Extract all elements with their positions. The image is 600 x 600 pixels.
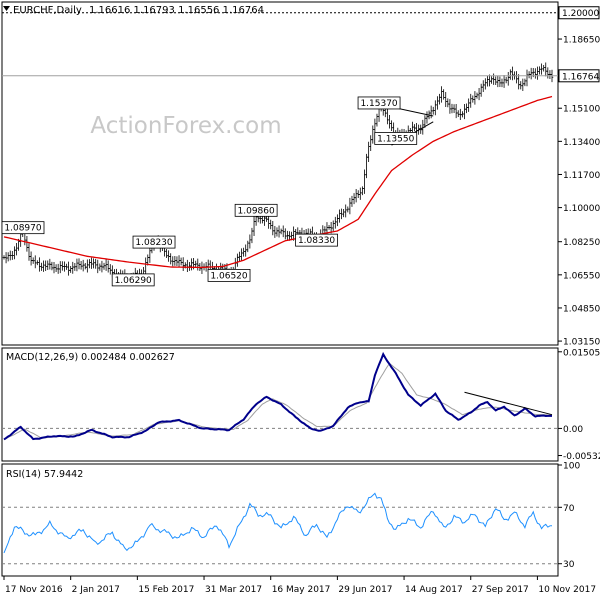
rsi-gridlines	[2, 506, 558, 565]
macd-lines	[3, 351, 553, 441]
swing-label-box	[207, 269, 251, 282]
swing-label-box	[295, 233, 338, 247]
swing-label-box	[374, 132, 418, 145]
swing-labels: 1.08970 1.06290 1.08230 1.06520 1.09860 1.083…	[1, 96, 418, 287]
time-tick-label: 31 Mar 2017	[205, 585, 262, 595]
price-tick-label: 1.06550	[563, 271, 600, 281]
rsi-line	[3, 492, 553, 554]
watermark: ActionForex.com	[90, 113, 281, 139]
rsi-axis: 100 70 30	[558, 462, 580, 570]
swing-label: 1.06290	[111, 273, 155, 287]
macd-tick-label: 0.015052	[563, 348, 600, 358]
swing-label-text: 1.15370	[360, 99, 397, 109]
current-price-label: 1.16764	[562, 72, 599, 82]
macd-tick-label: 0.00	[563, 425, 583, 435]
swing-label-box	[111, 273, 155, 287]
ohlc-readout: 1.16616 1.16793 1.16556 1.16764	[89, 5, 264, 16]
triangle-down-icon[interactable]	[3, 6, 10, 11]
swing-label-text: 1.13550	[377, 134, 414, 144]
swing-label: 1.13550	[374, 132, 418, 145]
swing-label: 1.08330	[295, 233, 338, 247]
time-tick-label: 14 Aug 2017	[405, 585, 463, 595]
rsi-tick-label: 30	[563, 560, 575, 570]
swing-label: 1.06520	[207, 269, 251, 282]
time-tick-label: 27 Sep 2017	[472, 585, 529, 595]
time-tick-label: 16 May 2017	[272, 585, 331, 595]
swing-label-box	[357, 96, 401, 110]
price-tick-label: 1.11700	[563, 171, 600, 181]
macd-title: MACD(12,26,9) 0.002484 0.002627	[6, 352, 175, 363]
time-tick-label: 2 Jan 2017	[72, 585, 120, 595]
swing-label: 1.09860	[234, 203, 278, 217]
price-tick-label: 1.08250	[563, 238, 600, 248]
current-price-marker: 1.16764	[2, 69, 600, 83]
symbol-label: EURCHF,Daily	[13, 5, 82, 16]
moving-average-line	[3, 95, 553, 269]
current-price-box	[558, 69, 600, 83]
macd-signal-line	[3, 362, 553, 440]
swing-label-text: 1.08970	[4, 224, 41, 234]
price-tick-label: 1.13400	[563, 138, 600, 148]
macd-axis: 0.015052 0.00 -0.005321	[558, 348, 600, 462]
swing-label: 1.08230	[132, 235, 176, 249]
price-axis: 1.20000 1.18650 1.16764 1.15100 1.13400 1.117…	[558, 6, 600, 348]
rsi-title: RSI(14) 57.9442	[6, 469, 83, 480]
swing-label-text: 1.06290	[115, 276, 152, 286]
price-tick-label: 1.04850	[563, 304, 600, 314]
swing-label: 1.08970	[1, 221, 45, 235]
swing-label-text: 1.08330	[298, 236, 335, 246]
price-tick-label: 1.03150	[563, 338, 600, 348]
resistance-price-label: 1.20000	[562, 9, 599, 19]
swing-label-box	[1, 221, 45, 235]
price-tick-label: 1.18650	[563, 36, 600, 46]
rsi-tick-label: 100	[563, 462, 580, 472]
swing-label: 1.15370	[357, 96, 401, 110]
macd-trendline	[464, 391, 553, 416]
rsi-lines	[3, 492, 553, 554]
time-tick-label: 29 Jun 2017	[338, 585, 392, 595]
price-panel-frame	[1, 1, 559, 346]
time-tick-label: 15 Feb 2017	[138, 585, 194, 595]
time-tick-label: 10 Nov 2017	[538, 585, 596, 595]
swing-label-text: 1.09860	[238, 206, 275, 216]
swing-label-box	[132, 235, 176, 249]
price-tick-label: 1.10000	[563, 204, 600, 214]
moving-average	[3, 95, 553, 269]
macd-line	[3, 351, 553, 441]
price-tick-label: 1.15100	[563, 105, 600, 115]
swing-label-box	[234, 203, 278, 217]
rsi-tick-label: 70	[563, 504, 575, 514]
swing-label-text: 1.06520	[210, 271, 247, 281]
time-axis: 17 Nov 2016 2 Jan 2017 15 Feb 2017 31 Mar 2…	[3, 576, 596, 595]
resistance-price-box	[558, 6, 600, 20]
time-tick-label: 17 Nov 2016	[5, 585, 63, 595]
swing-label-text: 1.08230	[135, 238, 172, 248]
rsi-panel-frame	[1, 463, 559, 577]
macd-tick-label: -0.005321	[563, 452, 600, 462]
